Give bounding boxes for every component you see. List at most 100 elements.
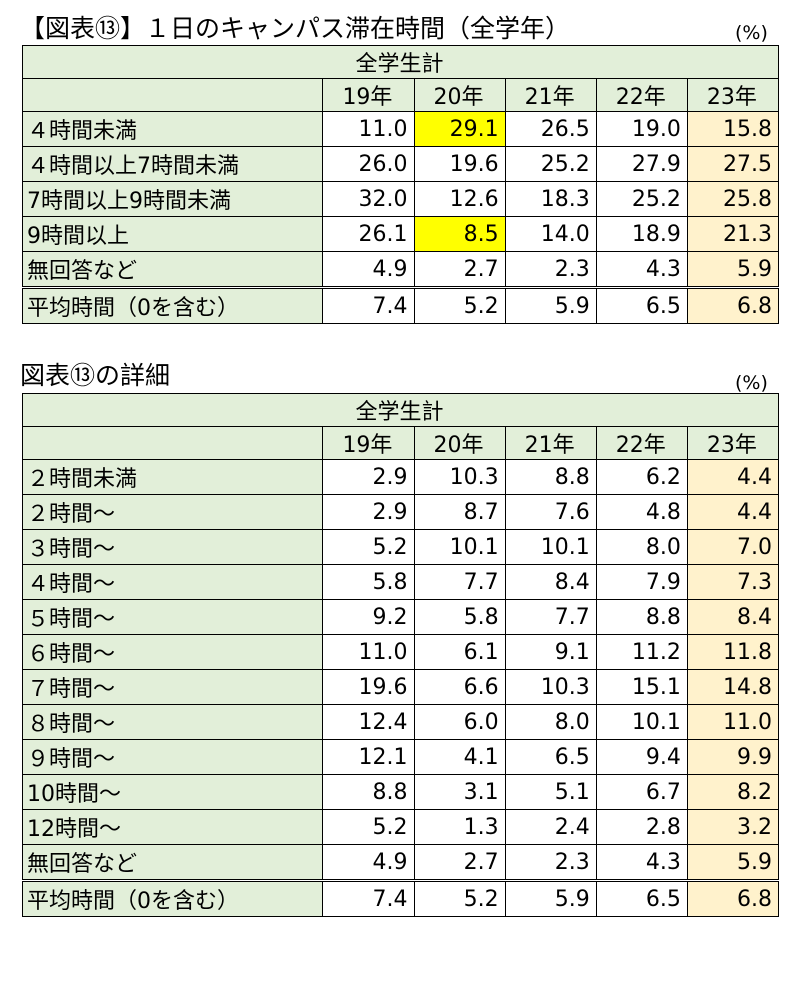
cell-value: 2.3 xyxy=(504,844,597,881)
cell-value: 26.1 xyxy=(322,216,415,252)
row-label: ４時間未満 xyxy=(21,111,324,147)
cell-value: 9.4 xyxy=(595,739,688,775)
cell-value: 32.0 xyxy=(322,181,415,217)
cell-value: 6.1 xyxy=(413,634,506,670)
row-label: 7時間以上9時間未満 xyxy=(21,181,324,217)
cell-value: 2.4 xyxy=(504,809,597,845)
cell-value: 2.7 xyxy=(413,844,506,881)
cell-value: 3.2 xyxy=(686,809,780,845)
cell-value: 5.2 xyxy=(413,286,506,324)
table1-title: 【図表⑬】１日のキャンパス滞在時間（全学年） xyxy=(20,14,571,43)
table1: 全学生計 19年 20年 21年 22年 23年 ４時間未満 11.0 29.1… xyxy=(21,45,780,324)
cell-value: 5.9 xyxy=(504,879,597,917)
table2-year-header: 19年 xyxy=(322,426,415,460)
cell-value: 7.9 xyxy=(595,564,688,600)
cell-value: 5.9 xyxy=(686,251,780,288)
table1-year-header: 19年 xyxy=(322,78,415,112)
cell-value: 25.2 xyxy=(504,146,597,182)
cell-value: 8.4 xyxy=(504,564,597,600)
cell-value-highlighted: 29.1 xyxy=(413,111,506,147)
cell-value: 2.8 xyxy=(595,809,688,845)
cell-value: 2.7 xyxy=(413,251,506,288)
cell-value: 19.0 xyxy=(595,111,688,147)
cell-value: 14.8 xyxy=(686,669,780,705)
cell-value: 26.0 xyxy=(322,146,415,182)
row-label: ６時間～ xyxy=(21,634,324,670)
cell-value: 9.1 xyxy=(504,634,597,670)
cell-value: 12.1 xyxy=(322,739,415,775)
cell-value: 2.9 xyxy=(322,459,415,495)
cell-value: 12.4 xyxy=(322,704,415,740)
cell-value: 6.8 xyxy=(686,879,780,917)
cell-value: 14.0 xyxy=(504,216,597,252)
cell-value: 8.0 xyxy=(595,529,688,565)
cell-value: 6.2 xyxy=(595,459,688,495)
row-label: 無回答など xyxy=(21,251,324,288)
table-row: ３時間～ 5.2 10.1 10.1 8.0 7.0 xyxy=(21,529,780,565)
cell-value: 8.8 xyxy=(595,599,688,635)
cell-value: 6.5 xyxy=(504,739,597,775)
row-label: ３時間～ xyxy=(21,529,324,565)
table2-title: 図表⑬の詳細 xyxy=(20,361,171,390)
cell-value: 4.9 xyxy=(322,251,415,288)
cell-value: 6.5 xyxy=(595,286,688,324)
table1-corner-cell xyxy=(21,78,324,112)
row-label: ８時間～ xyxy=(21,704,324,740)
table-row: ４時間未満 11.0 29.1 26.5 19.0 15.8 xyxy=(21,111,780,147)
cell-value: 6.0 xyxy=(413,704,506,740)
table-row: ６時間～ 11.0 6.1 9.1 11.2 11.8 xyxy=(21,634,780,670)
row-label: ２時間～ xyxy=(21,494,324,530)
cell-value: 19.6 xyxy=(413,146,506,182)
table-row: 12時間～ 5.2 1.3 2.4 2.8 3.2 xyxy=(21,809,780,845)
row-label: 平均時間（0を含む） xyxy=(21,286,324,324)
cell-value: 15.8 xyxy=(686,111,780,147)
cell-value: 5.1 xyxy=(504,774,597,810)
cell-value: 10.1 xyxy=(595,704,688,740)
cell-value: 5.2 xyxy=(413,879,506,917)
table-row: 10時間～ 8.8 3.1 5.1 6.7 8.2 xyxy=(21,774,780,810)
table2-corner-cell xyxy=(21,426,324,460)
row-label: 無回答など xyxy=(21,844,324,881)
row-label: ７時間～ xyxy=(21,669,324,705)
cell-value: 5.8 xyxy=(322,564,415,600)
table-row: ９時間～ 12.1 4.1 6.5 9.4 9.9 xyxy=(21,739,780,775)
cell-value: 4.9 xyxy=(322,844,415,881)
table-row: 7時間以上9時間未満 32.0 12.6 18.3 25.2 25.8 xyxy=(21,181,780,217)
table2-unit: (%) xyxy=(735,372,768,394)
table1-year-header: 23年 xyxy=(686,78,780,112)
cell-value: 6.7 xyxy=(595,774,688,810)
cell-value: 8.2 xyxy=(686,774,780,810)
cell-value: 7.7 xyxy=(413,564,506,600)
cell-value: 8.4 xyxy=(686,599,780,635)
row-label: ５時間～ xyxy=(21,599,324,635)
cell-value: 4.1 xyxy=(413,739,506,775)
cell-value: 10.1 xyxy=(413,529,506,565)
table1-year-header: 21年 xyxy=(504,78,597,112)
row-label: 9時間以上 xyxy=(21,216,324,252)
table-row: ４時間～ 5.8 7.7 8.4 7.9 7.3 xyxy=(21,564,780,600)
cell-value: 8.8 xyxy=(504,459,597,495)
cell-value: 7.0 xyxy=(686,529,780,565)
cell-value: 7.3 xyxy=(686,564,780,600)
cell-value: 18.9 xyxy=(595,216,688,252)
row-label: 平均時間（0を含む） xyxy=(21,879,324,917)
table-row: ８時間～ 12.4 6.0 8.0 10.1 11.0 xyxy=(21,704,780,740)
cell-value: 4.8 xyxy=(595,494,688,530)
cell-value: 10.1 xyxy=(504,529,597,565)
cell-value: 7.7 xyxy=(504,599,597,635)
cell-value: 8.0 xyxy=(504,704,597,740)
cell-value: 15.1 xyxy=(595,669,688,705)
table-row: ５時間～ 9.2 5.8 7.7 8.8 8.4 xyxy=(21,599,780,635)
table-row: ２時間未満 2.9 10.3 8.8 6.2 4.4 xyxy=(21,459,780,495)
cell-value: 7.4 xyxy=(322,879,415,917)
cell-value: 8.7 xyxy=(413,494,506,530)
cell-value: 9.2 xyxy=(322,599,415,635)
table1-year-header: 22年 xyxy=(595,78,688,112)
cell-value: 11.2 xyxy=(595,634,688,670)
cell-value: 12.6 xyxy=(413,181,506,217)
cell-value: 4.4 xyxy=(686,459,780,495)
row-label: 12時間～ xyxy=(21,809,324,845)
cell-value: 18.3 xyxy=(504,181,597,217)
table1-unit: (%) xyxy=(735,22,768,44)
cell-value: 7.6 xyxy=(504,494,597,530)
